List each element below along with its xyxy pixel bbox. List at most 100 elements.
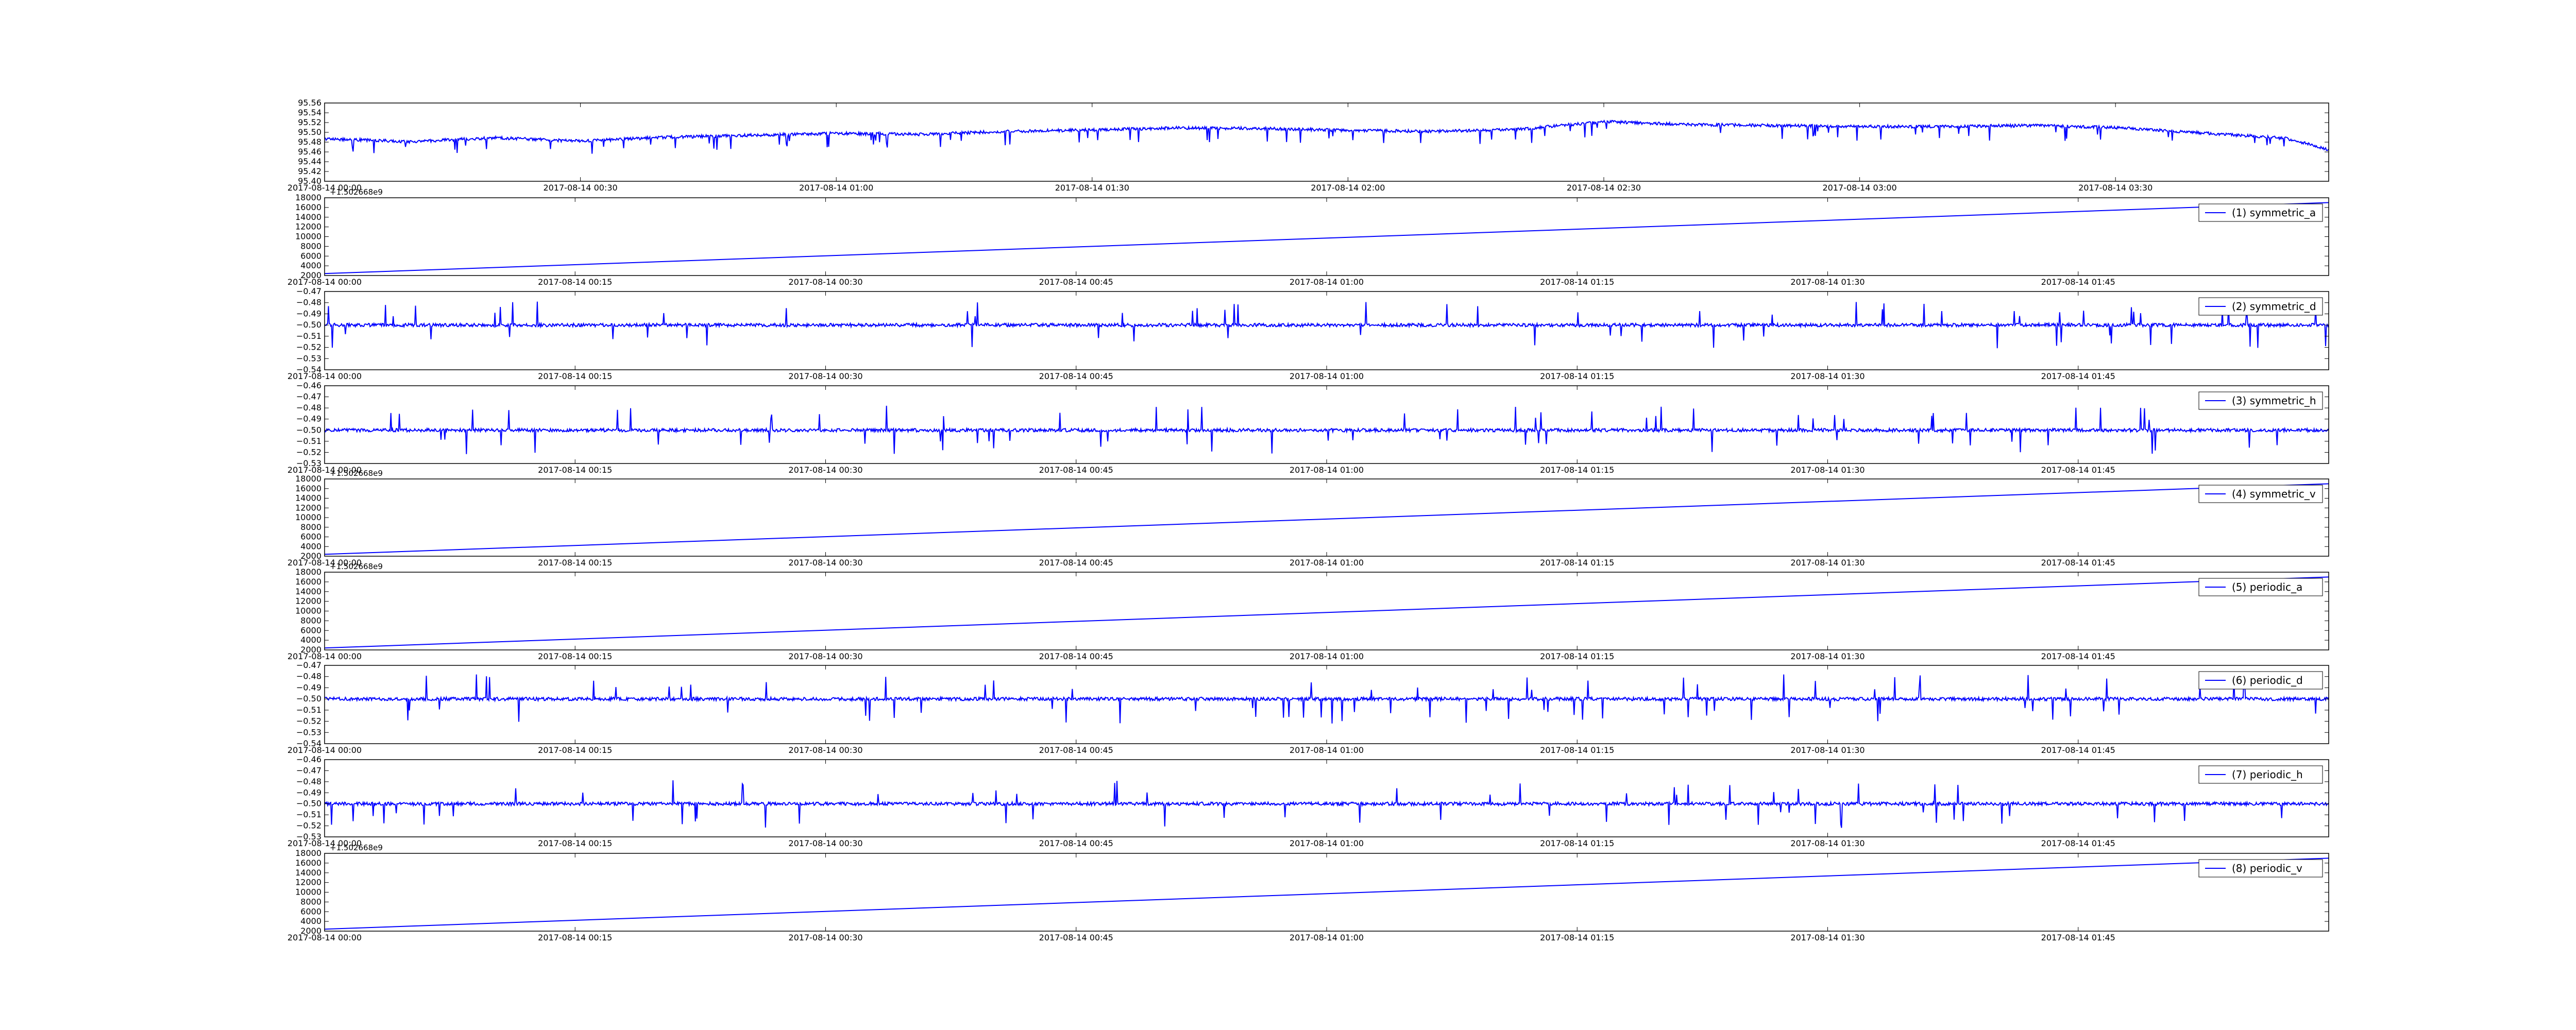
y-tick-label: −0.48 [296,298,321,307]
axes-frame-4 [324,478,2329,557]
y-tick-label: 18000 [295,193,321,202]
y-offset-label: +1.502668e9 [330,469,383,478]
y-tick-label: −0.52 [296,821,321,831]
x-tick-label: 2017-08-14 01:15 [1540,558,1614,568]
x-tick-label: 2017-08-14 00:00 [287,371,362,381]
y-tick-label: 95.52 [298,117,321,127]
subplot-8: 2000400060008000100001200014000160001800… [287,843,2329,942]
axes-frame-1 [324,197,2329,276]
y-tick-label: 2000 [300,926,321,936]
legend-entry-label: (6) periodic_d [2232,674,2303,686]
x-tick-label: 2017-08-14 01:45 [2041,277,2115,287]
x-tick-label: 2017-08-14 00:15 [538,558,612,568]
y-tick-label: −0.47 [296,392,321,402]
y-tick-label: 4000 [300,261,321,270]
x-tick-label: 2017-08-14 01:45 [2041,838,2115,848]
y-tick-label: 4000 [300,541,321,551]
y-tick-label: −0.48 [296,403,321,413]
x-tick-label: 2017-08-14 00:45 [1039,745,1113,755]
x-tick-label: 2017-08-14 01:00 [1290,465,1364,475]
x-tick-label: 2017-08-14 00:15 [538,465,612,475]
y-tick-label: 14000 [295,212,321,222]
x-tick-label: 2017-08-14 01:45 [2041,371,2115,381]
x-tick-label: 2017-08-14 00:45 [1039,465,1113,475]
legend: (2) symmetric_d [2198,297,2323,316]
x-tick-label: 2017-08-14 00:45 [1039,371,1113,381]
legend-entry-label: (8) periodic_v [2232,862,2302,874]
y-tick-label: −0.48 [296,777,321,786]
y-tick-label: −0.50 [296,694,321,703]
x-tick-label: 2017-08-14 01:15 [1540,465,1614,475]
y-tick-label: −0.54 [296,739,321,748]
x-tick-label: 2017-08-14 01:30 [1790,745,1865,755]
y-tick-label: −0.53 [296,727,321,737]
x-tick-label: 2017-08-14 00:00 [287,745,362,755]
y-tick-label: 95.40 [298,176,321,186]
y-tick-label: −0.51 [296,810,321,819]
y-tick-label: 18000 [295,567,321,577]
y-tick-label: 95.48 [298,137,321,147]
x-tick-label: 2017-08-14 00:15 [538,277,612,287]
series-line-2 [325,301,2329,349]
y-tick-label: 95.46 [298,147,321,157]
x-tick-label: 2017-08-14 00:45 [1039,558,1113,568]
x-tick-label: 2017-08-14 01:00 [1290,745,1364,755]
series-line-8 [325,857,2329,930]
y-tick-label: −0.50 [296,425,321,435]
y-tick-label: −0.51 [296,436,321,446]
y-tick-label: 2000 [300,270,321,280]
y-offset-label: +1.502668e9 [330,843,383,852]
y-tick-label: 14000 [295,493,321,503]
y-tick-label: 8000 [300,522,321,532]
x-tick-label: 2017-08-14 03:30 [2078,183,2153,193]
y-tick-label: −0.47 [296,660,321,670]
x-tick-label: 2017-08-14 00:15 [538,745,612,755]
y-tick-label: −0.50 [296,799,321,809]
x-tick-label: 2017-08-14 00:15 [538,933,612,942]
y-tick-label: −0.51 [296,331,321,341]
series-line-6 [325,674,2329,724]
y-tick-label: 6000 [300,906,321,916]
y-tick-label: 6000 [300,625,321,635]
y-tick-label: 95.44 [298,157,321,166]
y-tick-label: 12000 [295,222,321,232]
y-tick-label: 4000 [300,635,321,645]
x-tick-label: 2017-08-14 01:45 [2041,465,2115,475]
series-line-7 [325,780,2329,828]
x-tick-label: 2017-08-14 01:15 [1540,277,1614,287]
y-tick-label: 6000 [300,251,321,261]
x-tick-label: 2017-08-14 01:00 [799,183,873,193]
y-tick-label: 95.54 [298,108,321,117]
subplot-1: 2000400060008000100001200014000160001800… [287,187,2329,287]
x-tick-label: 2017-08-14 01:00 [1290,558,1364,568]
x-tick-label: 2017-08-14 01:30 [1790,933,1865,942]
series-line-4 [325,483,2329,555]
x-tick-label: 2017-08-14 01:15 [1540,651,1614,661]
x-tick-label: 2017-08-14 01:00 [1290,651,1364,661]
x-tick-label: 2017-08-14 01:45 [2041,558,2115,568]
x-tick-label: 2017-08-14 00:30 [788,465,862,475]
x-tick-label: 2017-08-14 00:45 [1039,933,1113,942]
axes-frame-3 [324,385,2329,464]
axes-frame-2 [324,291,2329,370]
x-tick-label: 2017-08-14 01:00 [1290,277,1364,287]
y-tick-label: −0.52 [296,716,321,726]
x-tick-label: 2017-08-14 00:30 [544,183,618,193]
y-tick-label: −0.52 [296,342,321,352]
subplot-6: −0.54 −0.53−0.52−0.51 −0.50 −0.49−0.48 −0.47… [287,660,2329,755]
x-tick-label: 2017-08-14 00:00 [287,277,362,287]
y-tick-label: 8000 [300,615,321,625]
y-tick-label: 2000 [300,645,321,655]
x-tick-label: 2017-08-14 00:45 [1039,277,1113,287]
x-tick-label: 2017-08-14 00:00 [287,558,362,568]
x-tick-label: 2017-08-14 00:00 [287,651,362,661]
subplot-0: 95.4095.4295.4495.4695.4895.5095.5295.54… [287,98,2329,193]
x-tick-label: 2017-08-14 02:00 [1311,183,1385,193]
x-tick-label: 2017-08-14 01:30 [1790,651,1865,661]
subplot-2: −0.54 −0.53−0.52−0.51−0.50 −0.49−0.48 −0.47… [287,286,2329,381]
y-tick-label: 10000 [295,887,321,897]
y-tick-label: −0.53 [296,458,321,468]
y-tick-label: 2000 [300,551,321,561]
series-line-0 [325,119,2329,154]
